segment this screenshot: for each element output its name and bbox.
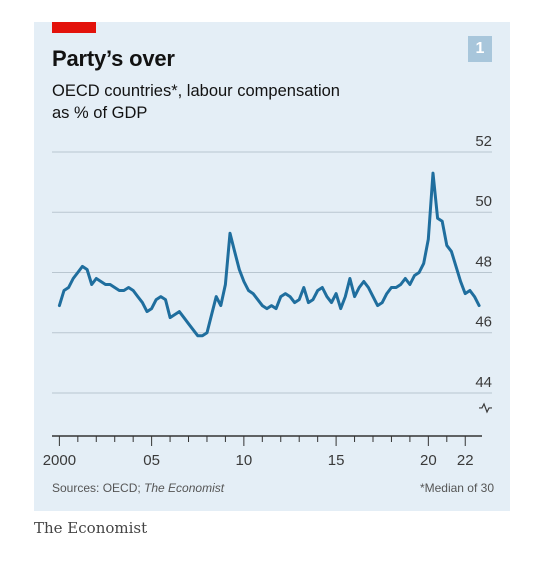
x-tick-label-20: 20 (420, 452, 437, 469)
source-prefix: Sources: OECD; (52, 481, 145, 495)
line-chart: 44 46 48 50 52 2000 05 10 15 20 22 (43, 133, 492, 469)
red-tag (52, 22, 96, 33)
chart-subtitle: OECD countries*, labour compensation as … (52, 82, 340, 122)
chart-title: Party’s over (52, 46, 175, 71)
series-line-0 (57, 171, 481, 338)
median-note: *Median of 30 (419, 481, 494, 495)
x-tick-label-2000: 2000 (43, 452, 76, 469)
y-tick-label-48: 48 (475, 253, 492, 270)
y-tick-label-52: 52 (475, 133, 492, 150)
y-tick-label-46: 46 (475, 314, 492, 331)
source-italic: The Economist (144, 481, 225, 495)
x-tick-label-15: 15 (328, 452, 345, 469)
source-note: Sources: OECD; The Economist (52, 481, 224, 495)
chart-number-badge: 1 (468, 36, 492, 62)
y-tick-label-50: 50 (475, 193, 492, 210)
axis-break-icon (479, 402, 492, 414)
chart-panel: Party’s over OECD countries*, labour com… (34, 22, 510, 511)
y-tick-label-44: 44 (475, 374, 492, 391)
x-tick-label-10: 10 (236, 452, 253, 469)
x-tick-label-22: 22 (457, 452, 474, 469)
brand-wordmark: The Economist (34, 519, 148, 537)
x-tick-label-05: 05 (143, 452, 160, 469)
